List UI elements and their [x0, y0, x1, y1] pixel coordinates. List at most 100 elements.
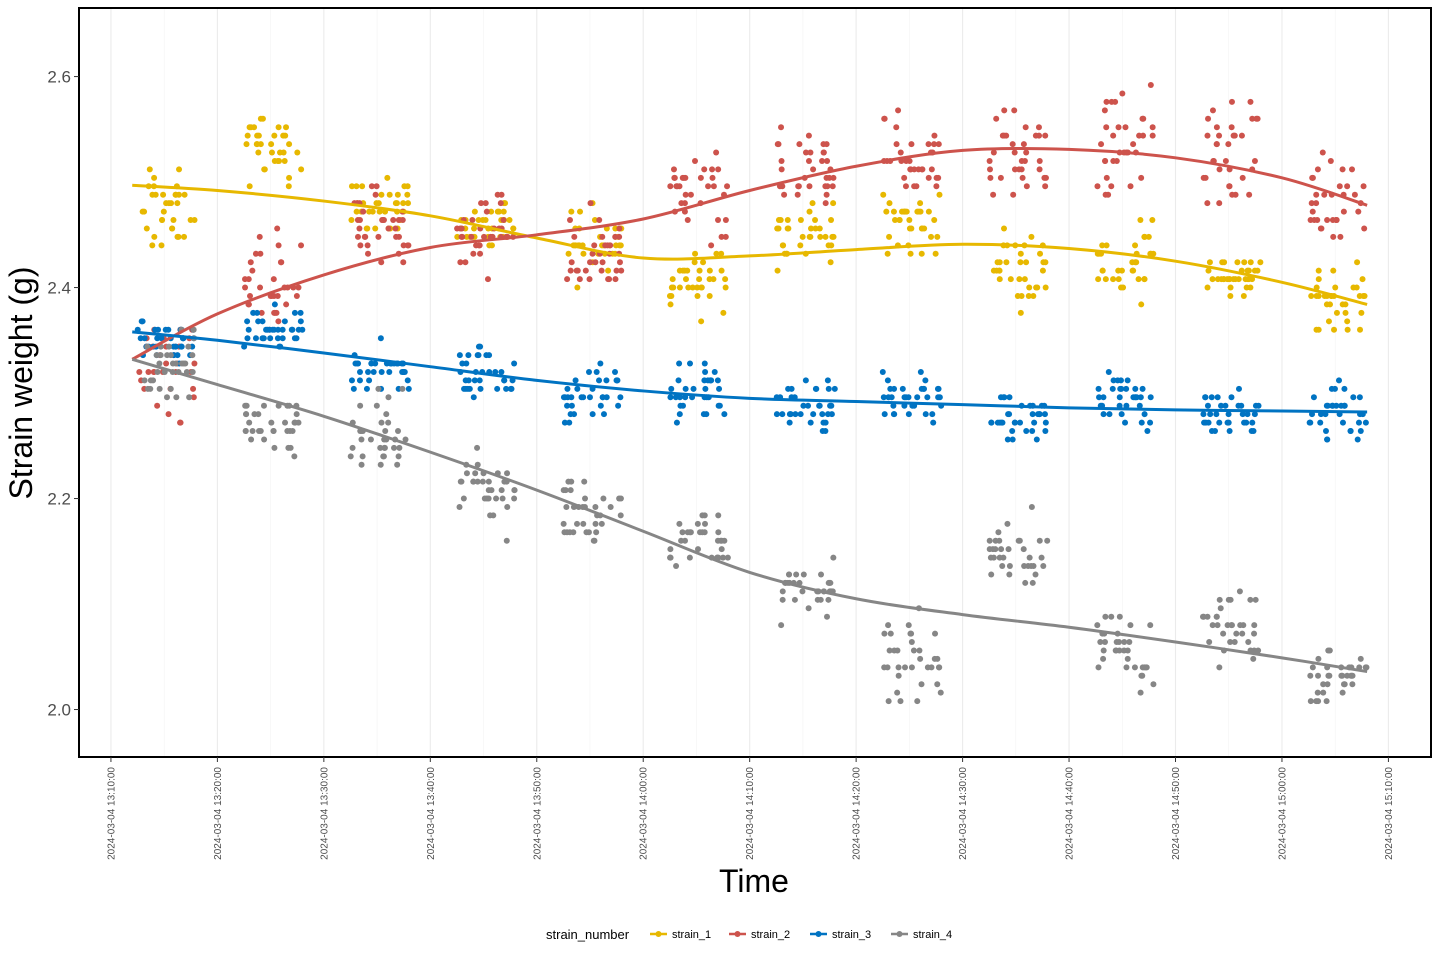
data-point-strain_3 — [617, 394, 624, 401]
data-point-strain_3 — [291, 309, 298, 316]
data-point-strain_2 — [986, 166, 993, 173]
data-point-strain_2 — [258, 309, 265, 316]
data-point-strain_2 — [1317, 225, 1324, 232]
data-point-strain_3 — [1222, 402, 1229, 409]
data-point-strain_1 — [822, 233, 829, 240]
data-point-strain_3 — [924, 394, 931, 401]
data-point-strain_2 — [778, 157, 785, 164]
data-point-strain_1 — [294, 149, 301, 156]
data-point-strain_4 — [914, 698, 921, 705]
data-point-strain_1 — [286, 141, 293, 148]
data-point-strain_2 — [807, 149, 814, 156]
data-point-strain_1 — [506, 217, 513, 224]
data-point-strain_2 — [587, 259, 594, 266]
data-point-strain_2 — [1103, 124, 1110, 131]
data-point-strain_2 — [1209, 107, 1216, 114]
data-point-strain_4 — [293, 411, 300, 418]
data-point-strain_1 — [363, 225, 370, 232]
data-point-strain_2 — [710, 183, 717, 190]
data-point-strain_1 — [286, 174, 293, 181]
data-point-strain_1 — [1021, 276, 1028, 283]
data-point-strain_1 — [1315, 276, 1322, 283]
data-point-strain_4 — [1339, 672, 1346, 679]
data-point-strain_2 — [680, 174, 687, 181]
data-point-strain_4 — [934, 681, 941, 688]
data-point-strain_4 — [1131, 664, 1138, 671]
data-point-strain_2 — [993, 115, 1000, 122]
data-point-strain_1 — [1028, 233, 1035, 240]
data-point-strain_4 — [682, 537, 689, 544]
data-point-strain_3 — [905, 394, 912, 401]
data-point-strain_3 — [1324, 402, 1331, 409]
data-point-strain_4 — [1252, 596, 1259, 603]
data-point-strain_4 — [260, 402, 267, 409]
data-point-strain_4 — [1239, 630, 1246, 637]
data-point-strain_4 — [917, 655, 924, 662]
data-point-strain_4 — [724, 554, 731, 561]
data-point-strain_3 — [571, 411, 578, 418]
data-point-strain_2 — [400, 259, 407, 266]
data-point-strain_4 — [472, 470, 479, 477]
data-point-strain_4 — [367, 436, 374, 443]
data-point-strain_4 — [256, 428, 263, 435]
data-point-strain_1 — [774, 267, 781, 274]
data-point-strain_3 — [1204, 402, 1211, 409]
data-point-strain_3 — [917, 368, 924, 375]
data-point-strain_3 — [1317, 419, 1324, 426]
data-point-strain_1 — [243, 141, 250, 148]
data-point-strain_3 — [1207, 411, 1214, 418]
data-point-strain_2 — [589, 250, 596, 257]
data-point-strain_4 — [1040, 563, 1047, 570]
data-point-strain_4 — [382, 428, 389, 435]
data-point-strain_3 — [368, 360, 375, 367]
data-point-strain_1 — [1333, 309, 1340, 316]
data-point-strain_1 — [276, 157, 283, 164]
legend-label-strain_1: strain_1 — [672, 929, 711, 941]
x-tick-label: 2024-03-04 13:20:00 — [213, 767, 224, 860]
data-point-strain_3 — [1133, 394, 1140, 401]
data-point-strain_1 — [1206, 259, 1213, 266]
data-point-strain_2 — [405, 242, 412, 249]
data-point-strain_2 — [671, 174, 678, 181]
data-point-strain_4 — [271, 444, 278, 451]
data-point-strain_3 — [1202, 394, 1209, 401]
data-point-strain_3 — [561, 419, 568, 426]
data-point-strain_3 — [1147, 419, 1154, 426]
data-point-strain_4 — [1320, 689, 1327, 696]
data-point-strain_2 — [893, 141, 900, 148]
data-point-strain_1 — [692, 250, 699, 257]
data-point-strain_2 — [1311, 217, 1318, 224]
data-point-strain_3 — [561, 394, 568, 401]
data-point-strain_2 — [481, 233, 488, 240]
data-point-strain_3 — [568, 402, 575, 409]
data-point-strain_2 — [1202, 174, 1209, 181]
data-point-strain_1 — [1344, 326, 1351, 333]
data-point-strain_2 — [903, 157, 910, 164]
data-point-strain_1 — [401, 183, 408, 190]
data-point-strain_4 — [165, 343, 172, 350]
data-point-strain_4 — [460, 495, 467, 502]
data-point-strain_1 — [691, 259, 698, 266]
data-point-strain_3 — [715, 402, 722, 409]
data-point-strain_1 — [149, 242, 156, 249]
data-point-strain_2 — [1222, 157, 1229, 164]
data-point-strain_3 — [934, 385, 941, 392]
data-point-strain_2 — [356, 217, 363, 224]
data-point-strain_1 — [612, 242, 619, 249]
data-point-strain_3 — [366, 377, 373, 384]
data-point-strain_3 — [462, 377, 469, 384]
data-point-strain_2 — [1251, 157, 1258, 164]
data-point-strain_1 — [1102, 276, 1109, 283]
x-tick-label: 2024-03-04 14:10:00 — [745, 767, 756, 860]
data-point-strain_1 — [996, 259, 1003, 266]
data-point-strain_4 — [590, 537, 597, 544]
data-point-strain_2 — [1022, 124, 1029, 131]
data-point-strain_3 — [707, 377, 714, 384]
data-point-strain_3 — [819, 411, 826, 418]
data-point-strain_1 — [285, 183, 292, 190]
data-point-strain_4 — [1320, 681, 1327, 688]
data-point-strain_4 — [1251, 622, 1258, 629]
data-point-strain_3 — [1114, 377, 1121, 384]
y-tick-label: 2.6 — [47, 68, 71, 87]
